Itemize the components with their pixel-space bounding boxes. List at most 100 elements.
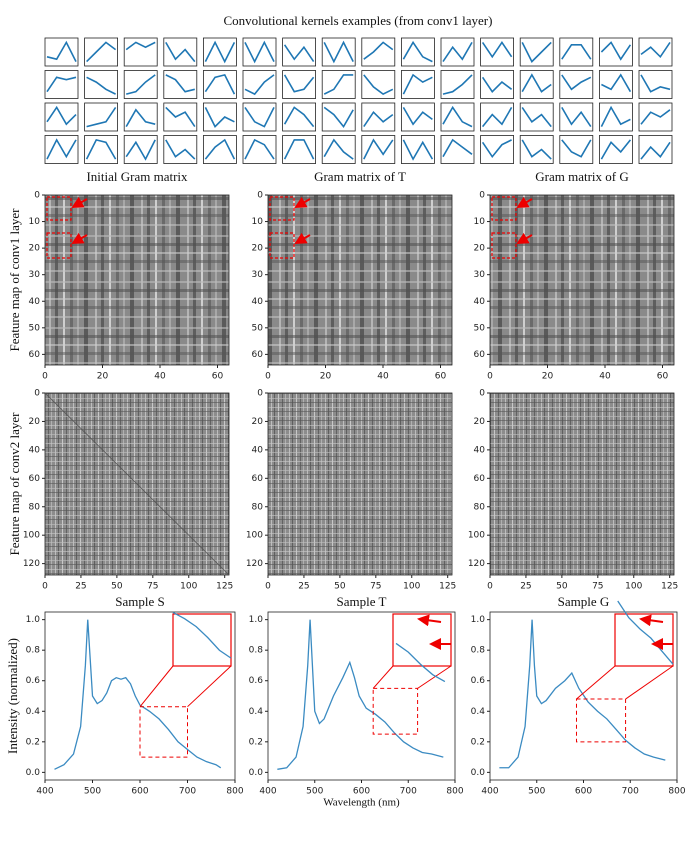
kernel-line [521,41,552,63]
kernel-frame [202,70,237,99]
y-tick-label: 20 [252,244,264,254]
kernel-line [481,139,512,159]
kernel-frame [242,102,277,132]
kernel-line [363,110,394,128]
y-tick-label: 20 [29,244,41,254]
y-tick-label: 0.2 [471,737,485,747]
y-tick-label: 10 [252,217,264,227]
y-tick-label: 60 [252,350,264,360]
zoom-link [372,665,394,689]
y-tick-label: 0.6 [26,676,41,686]
kernel-line [442,42,473,63]
inset-frame [614,613,674,667]
arrow [516,232,533,244]
y-tick-label: 80 [252,502,264,512]
inset-line [172,611,232,659]
zoom-link [576,665,616,700]
kernel-line [244,40,275,64]
x-tick-label: 0 [487,372,493,382]
kernel-line [283,106,315,128]
y-tick-label: 100 [246,531,263,541]
y-tick-label: 20 [252,417,264,427]
kernel-line [165,106,196,128]
x-tick-label: 0 [265,372,271,382]
y-tick-label: 80 [29,502,41,512]
x-tick-label: 40 [599,372,611,382]
x-tick-label: 600 [575,787,592,797]
kernel-frame [638,135,673,164]
zoom-link [625,665,674,700]
y-tick-label: 0.6 [249,676,264,686]
kernel-line [204,138,236,160]
kernel-line [402,139,434,161]
heatmap [267,392,453,576]
y-tick-label: 1.0 [471,615,486,625]
inset-line [395,642,446,683]
x-axis-label: Wavelength (nm) [323,797,400,809]
heatmap [489,392,675,576]
kernel-line [561,139,592,158]
inset-line [617,600,674,665]
y-tick-label: 50 [252,323,264,333]
kernel-line [204,73,236,95]
y-tick-label: 0.6 [471,676,486,686]
kernel-frame [599,70,633,99]
kernel-frame [559,135,594,164]
y-tick-label: 40 [29,445,41,455]
y-tick-label: 80 [474,502,486,512]
y-tick-label: 60 [474,350,486,360]
x-tick-label: 100 [625,582,642,592]
y-tick-label: 40 [474,297,486,307]
panel-title: Sample S [115,594,164,609]
highlight-box [269,196,295,221]
kernel-line [323,74,354,95]
row-label: Feature map of conv1 layer [7,208,22,352]
arrow [639,614,664,627]
arrow [294,196,311,208]
arrow [71,196,88,208]
kernel-line [46,105,77,126]
kernel-frame [440,102,475,132]
x-tick-label: 800 [668,787,685,797]
y-tick-label: 1.0 [26,615,41,625]
y-tick-label: 0 [34,389,40,399]
kernel-frame [519,102,554,132]
kernel-line [481,40,513,59]
x-tick-label: 60 [435,372,447,382]
kernel-frame [559,37,594,67]
x-tick-label: 25 [75,582,86,592]
y-tick-label: 0.8 [26,646,41,656]
kernel-frame [361,37,396,67]
kernel-line [640,141,671,160]
x-tick-label: 20 [542,372,554,382]
kernel-frame [400,37,435,67]
y-tick-label: 0 [257,191,263,201]
kernel-line [561,107,592,128]
y-tick-label: 1.0 [249,615,264,625]
kernel-frame [163,102,198,132]
kernel-frame [84,70,118,99]
kernel-frame [321,102,356,132]
x-tick-label: 50 [111,582,123,592]
y-tick-label: 0.2 [26,737,40,747]
highlight-box [491,232,517,259]
panel-title: Sample T [337,594,387,609]
y-tick-label: 40 [252,445,264,455]
kernel-line [165,74,195,93]
kernel-line [244,106,275,128]
kernel-line [442,105,473,128]
kernel-line [46,76,77,93]
zoom-link [139,665,174,708]
y-tick-label: 60 [29,474,41,484]
y-tick-label: 0 [34,191,40,201]
kernel-line [402,73,433,95]
y-tick-label: 100 [468,531,485,541]
kernel-line [402,40,433,63]
panel-title: Gram matrix of T [314,169,406,184]
kernel-frame [638,102,673,132]
kernel-frame [480,70,515,99]
x-tick-label: 25 [298,582,309,592]
highlight-box [46,232,72,259]
kernel-line [363,138,394,160]
kernel-line [125,139,156,161]
